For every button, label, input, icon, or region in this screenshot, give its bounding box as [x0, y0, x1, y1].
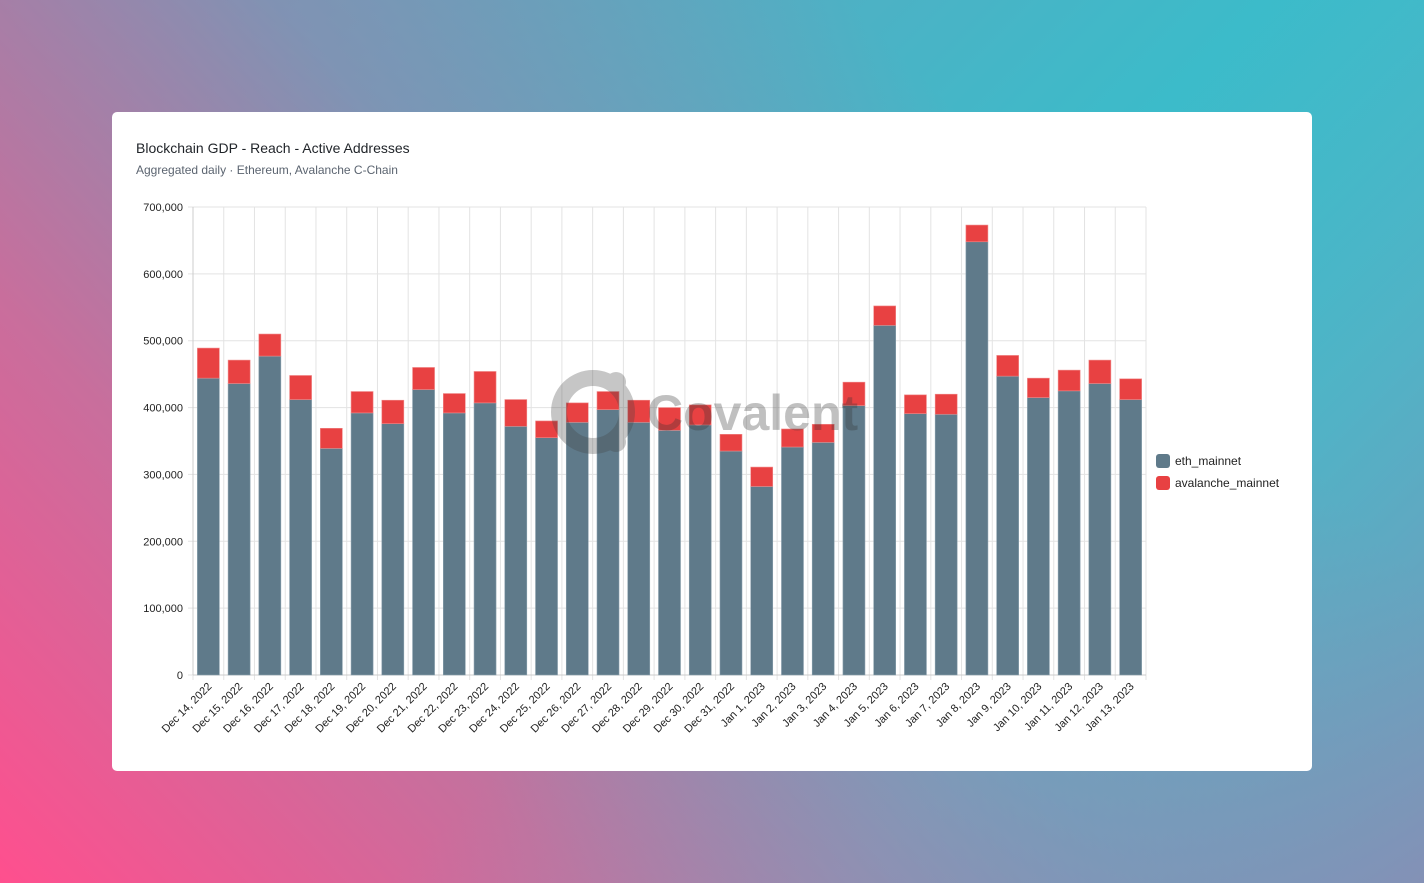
bar-avalanche_mainnet: [842, 381, 866, 406]
y-tick-label: 700,000: [143, 202, 183, 214]
y-tick-label: 0: [177, 670, 183, 682]
bar-avalanche_mainnet: [1119, 378, 1142, 400]
bar-avalanche_mainnet: [1057, 369, 1081, 392]
chart-subtitle: Aggregated daily · Ethereum, Avalanche C…: [136, 163, 398, 177]
bar-avalanche_mainnet: [320, 427, 343, 449]
bar-eth_mainnet: [258, 355, 282, 676]
bar-eth_mainnet: [719, 450, 743, 676]
legend-swatch-eth_mainnet: [1156, 454, 1170, 468]
bar-eth_mainnet: [965, 241, 989, 676]
bar-eth_mainnet: [504, 425, 528, 676]
bar-avalanche_mainnet: [412, 367, 435, 390]
bar-avalanche_mainnet: [781, 428, 804, 448]
bar-eth_mainnet: [658, 430, 681, 676]
watermark-logo-dot: [606, 372, 626, 392]
bar-eth_mainnet: [197, 377, 220, 676]
bar-avalanche_mainnet: [535, 420, 558, 438]
bar-eth_mainnet: [688, 424, 712, 676]
y-tick-label: 400,000: [143, 403, 183, 415]
bar-avalanche_mainnet: [350, 391, 374, 414]
bar-avalanche_mainnet: [473, 371, 497, 404]
bar-avalanche_mainnet: [719, 434, 743, 452]
bar-eth_mainnet: [443, 412, 466, 676]
watermark-text: Covalent: [647, 385, 859, 441]
bar-eth_mainnet: [873, 325, 896, 676]
bar-avalanche_mainnet: [596, 391, 620, 410]
bar-avalanche_mainnet: [443, 393, 466, 414]
bar-avalanche_mainnet: [965, 224, 989, 243]
bar-eth_mainnet: [227, 383, 251, 676]
bar-eth_mainnet: [289, 399, 312, 676]
y-tick-label: 100,000: [143, 603, 183, 615]
bar-eth_mainnet: [320, 448, 343, 676]
bar-avalanche_mainnet: [1088, 359, 1112, 384]
bar-eth_mainnet: [750, 486, 774, 676]
bar-avalanche_mainnet: [750, 466, 774, 487]
bar-eth_mainnet: [996, 375, 1019, 676]
bar-eth_mainnet: [627, 421, 651, 676]
bar-eth_mainnet: [381, 423, 405, 676]
watermark-logo-dot: [606, 432, 626, 452]
bar-avalanche_mainnet: [504, 399, 528, 427]
y-tick-label: 500,000: [143, 336, 183, 348]
bar-avalanche_mainnet: [197, 347, 220, 379]
bar-eth_mainnet: [412, 389, 435, 676]
bar-avalanche_mainnet: [258, 333, 282, 357]
bar-eth_mainnet: [565, 421, 589, 676]
bar-avalanche_mainnet: [996, 355, 1019, 377]
bar-eth_mainnet: [350, 412, 374, 676]
bar-eth_mainnet: [1027, 397, 1050, 676]
bar-eth_mainnet: [535, 437, 558, 676]
bar-eth_mainnet: [811, 442, 835, 676]
bar-eth_mainnet: [1057, 390, 1081, 676]
covalent-watermark: Covalent: [551, 370, 859, 454]
bar-avalanche_mainnet: [1027, 377, 1050, 398]
y-tick-label: 300,000: [143, 469, 183, 481]
bar-avalanche_mainnet: [627, 399, 651, 423]
legend-label-avalanche_mainnet: avalanche_mainnet: [1175, 476, 1280, 490]
bar-avalanche_mainnet: [227, 359, 251, 384]
bar-eth_mainnet: [1088, 383, 1112, 676]
bar-eth_mainnet: [904, 413, 927, 676]
bar-eth_mainnet: [1119, 399, 1142, 676]
chart-card: Blockchain GDP - Reach - Active Addresse…: [112, 112, 1312, 771]
bar-avalanche_mainnet: [904, 394, 927, 414]
bar-avalanche_mainnet: [934, 393, 958, 415]
y-tick-label: 200,000: [143, 536, 183, 548]
legend-label-eth_mainnet: eth_mainnet: [1175, 454, 1242, 468]
y-tick-label: 600,000: [143, 269, 183, 281]
bar-eth_mainnet: [842, 405, 866, 676]
bar-avalanche_mainnet: [811, 423, 835, 443]
bar-avalanche_mainnet: [658, 407, 681, 431]
legend-swatch-avalanche_mainnet: [1156, 476, 1170, 490]
bar-eth_mainnet: [473, 402, 497, 676]
bar-avalanche_mainnet: [688, 404, 712, 426]
watermark-logo-ring: [551, 370, 635, 454]
bar-avalanche_mainnet: [873, 305, 896, 326]
chart-title: Blockchain GDP - Reach - Active Addresse…: [136, 140, 410, 156]
bar-avalanche_mainnet: [289, 375, 312, 400]
bar-eth_mainnet: [934, 413, 958, 676]
stacked-bar-chart: 0 100,000 200,000 300,000 400,000 500,000 600,…: [143, 202, 1280, 735]
bar-avalanche_mainnet: [565, 402, 589, 423]
bar-avalanche_mainnet: [381, 399, 405, 424]
bar-eth_mainnet: [781, 446, 804, 676]
